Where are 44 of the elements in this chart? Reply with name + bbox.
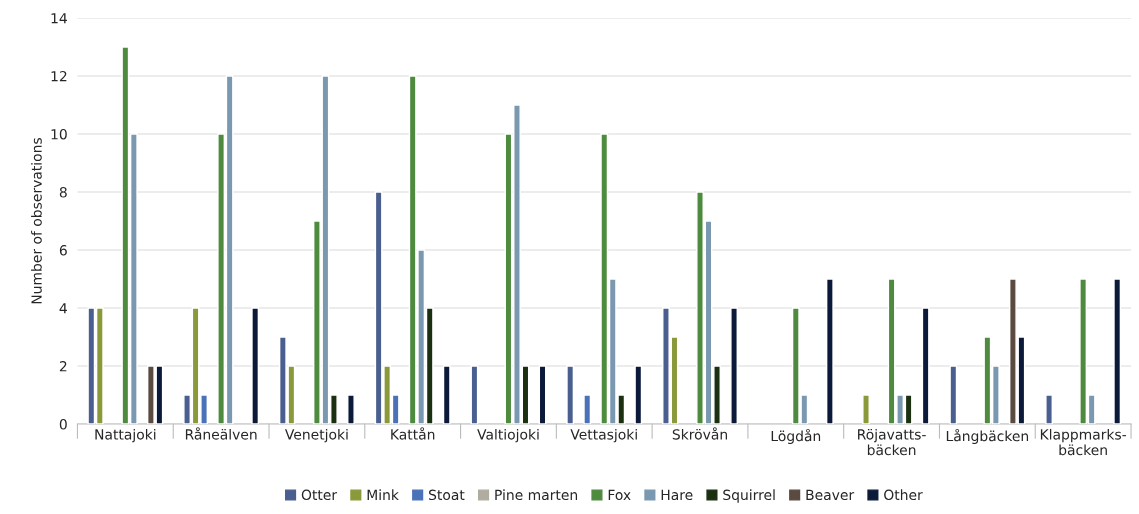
bar [442, 365, 451, 425]
bar [1045, 394, 1053, 425]
bar [921, 307, 930, 425]
bar [730, 307, 738, 425]
x-tick-label: Skrövån [672, 427, 727, 440]
x-tick-label: Kattån [391, 427, 435, 440]
x-tick-label: Nattajoki [95, 428, 156, 443]
y-tick-label: 4 [59, 303, 67, 314]
legend-label: Pine marten [495, 489, 578, 501]
legend-label: Stoat [429, 489, 465, 501]
y-tick-label: 6 [59, 244, 67, 256]
bar [1113, 278, 1122, 425]
y-tick-label: 12 [51, 70, 67, 82]
bar [634, 365, 643, 425]
y-tick-label: 8 [59, 186, 67, 198]
bar [347, 394, 355, 425]
legend-label: Otter [301, 489, 338, 501]
x-tick-label: Lögdån [771, 428, 821, 444]
bar [825, 278, 834, 425]
x-tick-label: Röjavatts- bäcken [858, 428, 926, 456]
x-tick-label: Råneälven [185, 427, 257, 440]
x-tick-label: Vettasjoki [570, 428, 637, 443]
bar [251, 307, 260, 425]
legend-label: Other [884, 489, 923, 501]
x-tick-label: Klappmarks- bäcken [1040, 428, 1127, 456]
bar [538, 365, 547, 425]
x-tick-label: Venetjoki [285, 428, 348, 443]
x-tick-label: Valtiojoki [477, 428, 539, 443]
y-tick-label: 14 [51, 13, 67, 24]
y-axis-title: Number of observations [31, 138, 42, 304]
bar [470, 365, 479, 425]
legend-label: Squirrel [723, 489, 775, 503]
x-tick-label: Långbäcken [946, 428, 1029, 444]
bar [566, 365, 575, 425]
legend-label: Beaver [806, 489, 855, 501]
y-tick-label: 2 [59, 361, 67, 372]
legend-label: Mink [367, 489, 399, 500]
bar [862, 394, 870, 425]
bar [583, 394, 592, 425]
bar [949, 365, 958, 425]
legend-label: Fox [608, 489, 631, 501]
legend-label: Hare [661, 489, 693, 501]
y-tick-label: 10 [51, 128, 67, 140]
y-tick-label: 0 [59, 419, 67, 430]
